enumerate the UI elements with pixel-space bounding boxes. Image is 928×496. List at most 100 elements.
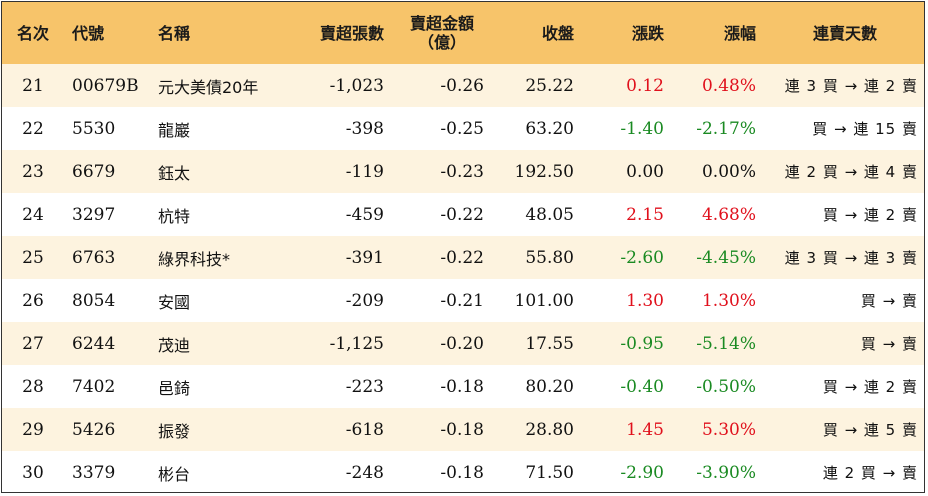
cell-name: 茂迪 — [158, 335, 191, 355]
cell-change: -0.95 — [620, 333, 664, 354]
header-row: 名次 代號 名稱 賣超張數 賣超金額 （億） 收盤 漲跌 漲幅 連賣天數 — [2, 2, 924, 64]
cell-net-amount: -0.23 — [440, 161, 484, 182]
header-streak[interactable]: 連賣天數 — [812, 23, 877, 43]
cell-net-amount: -0.18 — [440, 376, 484, 397]
cell-net-amount: -0.20 — [440, 333, 484, 354]
cell-net-lots: -459 — [345, 204, 384, 225]
cell-change: 2.15 — [626, 204, 664, 225]
cell-change-pct: 4.68% — [701, 204, 756, 225]
cell-change-pct: 5.30% — [701, 419, 756, 440]
cell-name: 振發 — [158, 421, 191, 441]
cell-net-lots: -1,023 — [329, 75, 384, 96]
cell-name: 鈺太 — [158, 163, 191, 183]
table-row[interactable]: 25 6763 綠界科技* -391 -0.22 55.80 -2.60 -4.45% 連 3 … — [2, 236, 924, 279]
cell-name: 綠界科技* — [158, 249, 231, 269]
cell-net-lots: -209 — [345, 290, 384, 311]
cell-streak: 連 3 買 → 連 3 賣 — [784, 249, 918, 267]
cell-change: 0.00 — [626, 161, 664, 182]
cell-rank: 28 — [22, 376, 44, 397]
cell-streak: 連 2 買 → 連 4 賣 — [784, 163, 918, 181]
header-name[interactable]: 名稱 — [158, 23, 191, 43]
cell-close: 17.55 — [525, 333, 574, 354]
cell-net-amount: -0.26 — [440, 75, 484, 96]
cell-code: 00679B — [72, 75, 139, 96]
cell-close: 71.50 — [525, 462, 574, 483]
cell-code: 7402 — [72, 376, 116, 397]
cell-change-pct: 0.00% — [701, 161, 756, 182]
cell-name: 杭特 — [158, 206, 191, 226]
header-close[interactable]: 收盤 — [541, 23, 574, 43]
cell-change: 1.45 — [626, 419, 664, 440]
header-change[interactable]: 漲跌 — [631, 23, 664, 43]
table-row[interactable]: 22 5530 龍巖 -398 -0.25 63.20 -1.40 -2.17% 買 → 連 1… — [2, 107, 924, 150]
header-net-lots[interactable]: 賣超張數 — [319, 23, 384, 43]
cell-net-lots: -248 — [345, 462, 384, 483]
cell-net-amount: -0.18 — [440, 419, 484, 440]
cell-rank: 26 — [22, 290, 44, 311]
cell-streak: 連 2 買 → 賣 — [822, 464, 918, 482]
cell-rank: 25 — [22, 247, 44, 268]
cell-streak: 買 → 連 15 賣 — [812, 120, 918, 138]
cell-close: 28.80 — [525, 419, 574, 440]
header-net-amount[interactable]: 賣超金額 （億） — [409, 14, 474, 52]
header-code[interactable]: 代號 — [72, 23, 105, 43]
table-row[interactable]: 24 3297 杭特 -459 -0.22 48.05 2.15 4.68% 買 → 連 2 賣 — [2, 193, 924, 236]
cell-code: 3379 — [72, 462, 116, 483]
cell-rank: 21 — [22, 75, 44, 96]
cell-name: 安國 — [158, 292, 191, 312]
cell-net-amount: -0.25 — [440, 118, 484, 139]
cell-code: 8054 — [72, 290, 116, 311]
cell-change: -2.90 — [620, 462, 664, 483]
table-header: 名次 代號 名稱 賣超張數 賣超金額 （億） 收盤 漲跌 漲幅 連賣天數 — [2, 2, 924, 64]
cell-close: 48.05 — [525, 204, 574, 225]
cell-name: 元大美債20年 — [158, 77, 259, 97]
cell-name: 邑錡 — [158, 378, 191, 398]
table-row[interactable]: 30 3379 彬台 -248 -0.18 71.50 -2.90 -3.90% 連 2 買 →… — [2, 451, 924, 492]
cell-change: -1.40 — [620, 118, 664, 139]
cell-streak: 買 → 連 5 賣 — [822, 421, 918, 439]
cell-code: 5426 — [72, 419, 116, 440]
cell-streak: 買 → 賣 — [860, 292, 918, 310]
cell-change-pct: 0.48% — [701, 75, 756, 96]
cell-code: 5530 — [72, 118, 116, 139]
cell-close: 192.50 — [514, 161, 574, 182]
table-row[interactable]: 28 7402 邑錡 -223 -0.18 80.20 -0.40 -0.50% 買 → 連 2… — [2, 365, 924, 408]
cell-streak: 買 → 賣 — [860, 335, 918, 353]
cell-rank: 22 — [22, 118, 44, 139]
table-body: 21 00679B 元大美債20年 -1,023 -0.26 25.22 0.12 0.48%… — [2, 64, 924, 492]
cell-net-amount: -0.21 — [440, 290, 484, 311]
cell-close: 101.00 — [514, 290, 574, 311]
table-row[interactable]: 23 6679 鈺太 -119 -0.23 192.50 0.00 0.00% 連 2 買 → … — [2, 150, 924, 193]
cell-streak: 買 → 連 2 賣 — [822, 378, 918, 396]
cell-change: 1.30 — [626, 290, 664, 311]
cell-change-pct: -3.90% — [696, 462, 756, 483]
cell-change-pct: -5.14% — [696, 333, 756, 354]
cell-change-pct: 1.30% — [701, 290, 756, 311]
cell-code: 6763 — [72, 247, 116, 268]
cell-rank: 23 — [22, 161, 44, 182]
table-row[interactable]: 27 6244 茂迪 -1,125 -0.20 17.55 -0.95 -5.14% 買 → 賣 — [2, 322, 924, 365]
cell-close: 25.22 — [525, 75, 574, 96]
cell-net-lots: -398 — [345, 118, 384, 139]
cell-close: 80.20 — [525, 376, 574, 397]
cell-net-lots: -223 — [345, 376, 384, 397]
cell-close: 55.80 — [525, 247, 574, 268]
table-row[interactable]: 21 00679B 元大美債20年 -1,023 -0.26 25.22 0.12 0.48%… — [2, 64, 924, 107]
cell-rank: 29 — [22, 419, 44, 440]
header-change-pct[interactable]: 漲幅 — [723, 23, 756, 43]
cell-net-amount: -0.18 — [440, 462, 484, 483]
cell-code: 6244 — [72, 333, 116, 354]
cell-net-lots: -391 — [345, 247, 384, 268]
cell-change-pct: -2.17% — [696, 118, 756, 139]
cell-net-lots: -618 — [345, 419, 384, 440]
header-rank[interactable]: 名次 — [16, 23, 49, 43]
cell-name: 彬台 — [158, 464, 191, 484]
cell-change: -2.60 — [620, 247, 664, 268]
cell-net-lots: -1,125 — [329, 333, 384, 354]
cell-code: 3297 — [72, 204, 116, 225]
table-row[interactable]: 29 5426 振發 -618 -0.18 28.80 1.45 5.30% 買 → 連 5 賣 — [2, 408, 924, 451]
table-row[interactable]: 26 8054 安國 -209 -0.21 101.00 1.30 1.30% 買 → 賣 — [2, 279, 924, 322]
cell-net-amount: -0.22 — [440, 247, 484, 268]
cell-change: 0.12 — [626, 75, 664, 96]
